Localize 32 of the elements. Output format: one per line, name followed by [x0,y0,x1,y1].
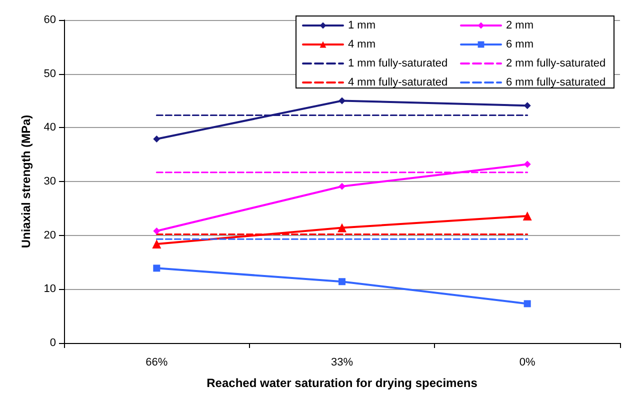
point [522,211,532,220]
legend-label: 6 mm fully-saturated [506,76,606,88]
y-tick-label: 60 [44,14,56,26]
y-tick-label: 0 [50,337,56,349]
point [524,300,531,308]
point [338,278,346,286]
y-tick-label: 50 [44,68,56,80]
point [338,223,346,232]
point [338,182,346,190]
x-axis-title: Reached water saturation for drying specimens [206,376,478,390]
legend-label: 2 mm [506,20,534,32]
y-tick-label: 30 [44,176,56,188]
legend-label: 2 mm fully-saturated [506,58,606,70]
point [338,97,346,104]
y-tick-label: 40 [44,122,56,134]
y-tick-label: 20 [44,229,56,242]
point [153,264,160,272]
y-axis-title: Uniaxial strength (MPa) [19,114,33,248]
point [524,102,531,110]
legend-label: 1 mm fully-saturated [348,58,448,70]
legend-label: 1 mm [348,20,376,32]
legend-label: 4 mm [348,38,376,50]
x-tick-label: 33% [330,356,354,368]
x-tick-label: 66% [146,356,168,368]
point [152,239,162,248]
x-tick-label: 0% [519,356,536,368]
point [153,135,160,142]
legend-label: 6 mm [506,38,534,50]
legend-label: 4 mm fully-saturated [348,76,448,88]
point [153,228,160,235]
point [524,160,531,168]
y-tick-label: 10 [44,283,56,296]
